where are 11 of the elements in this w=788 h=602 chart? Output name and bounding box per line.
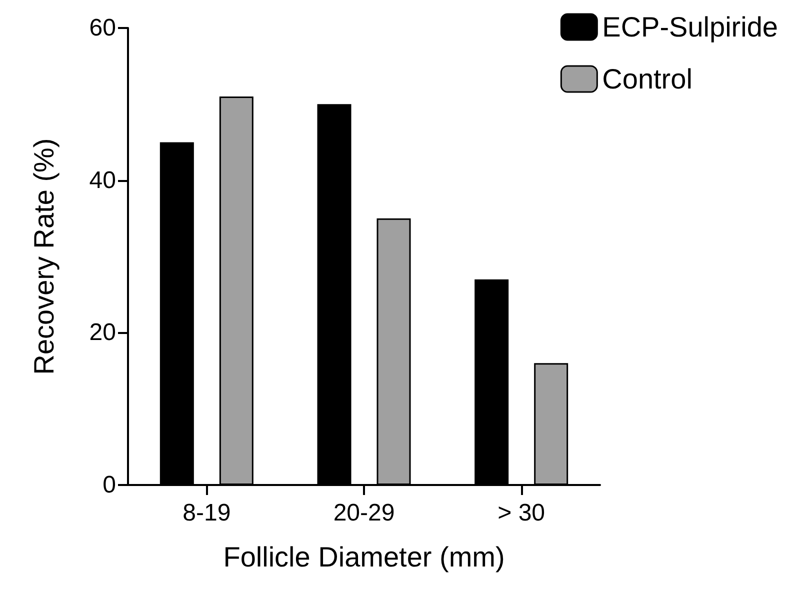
x-tick-label: > 30 [498,500,546,526]
y-tick-label: 0 [102,472,116,498]
x-tick-label: 20-29 [333,500,395,526]
y-tick-label: 40 [89,166,116,194]
x-axis-title: Follicle Diameter (mm) [223,542,505,572]
legend-label: ECP-Sulpiride [602,12,778,42]
y-tick-label: 60 [89,14,116,42]
y-axis-title: Recovery Rate (%) [28,138,60,375]
legend-label: Control [602,64,692,94]
y-tick-label: 20 [89,319,116,346]
x-tick-label: 8-19 [182,500,231,526]
